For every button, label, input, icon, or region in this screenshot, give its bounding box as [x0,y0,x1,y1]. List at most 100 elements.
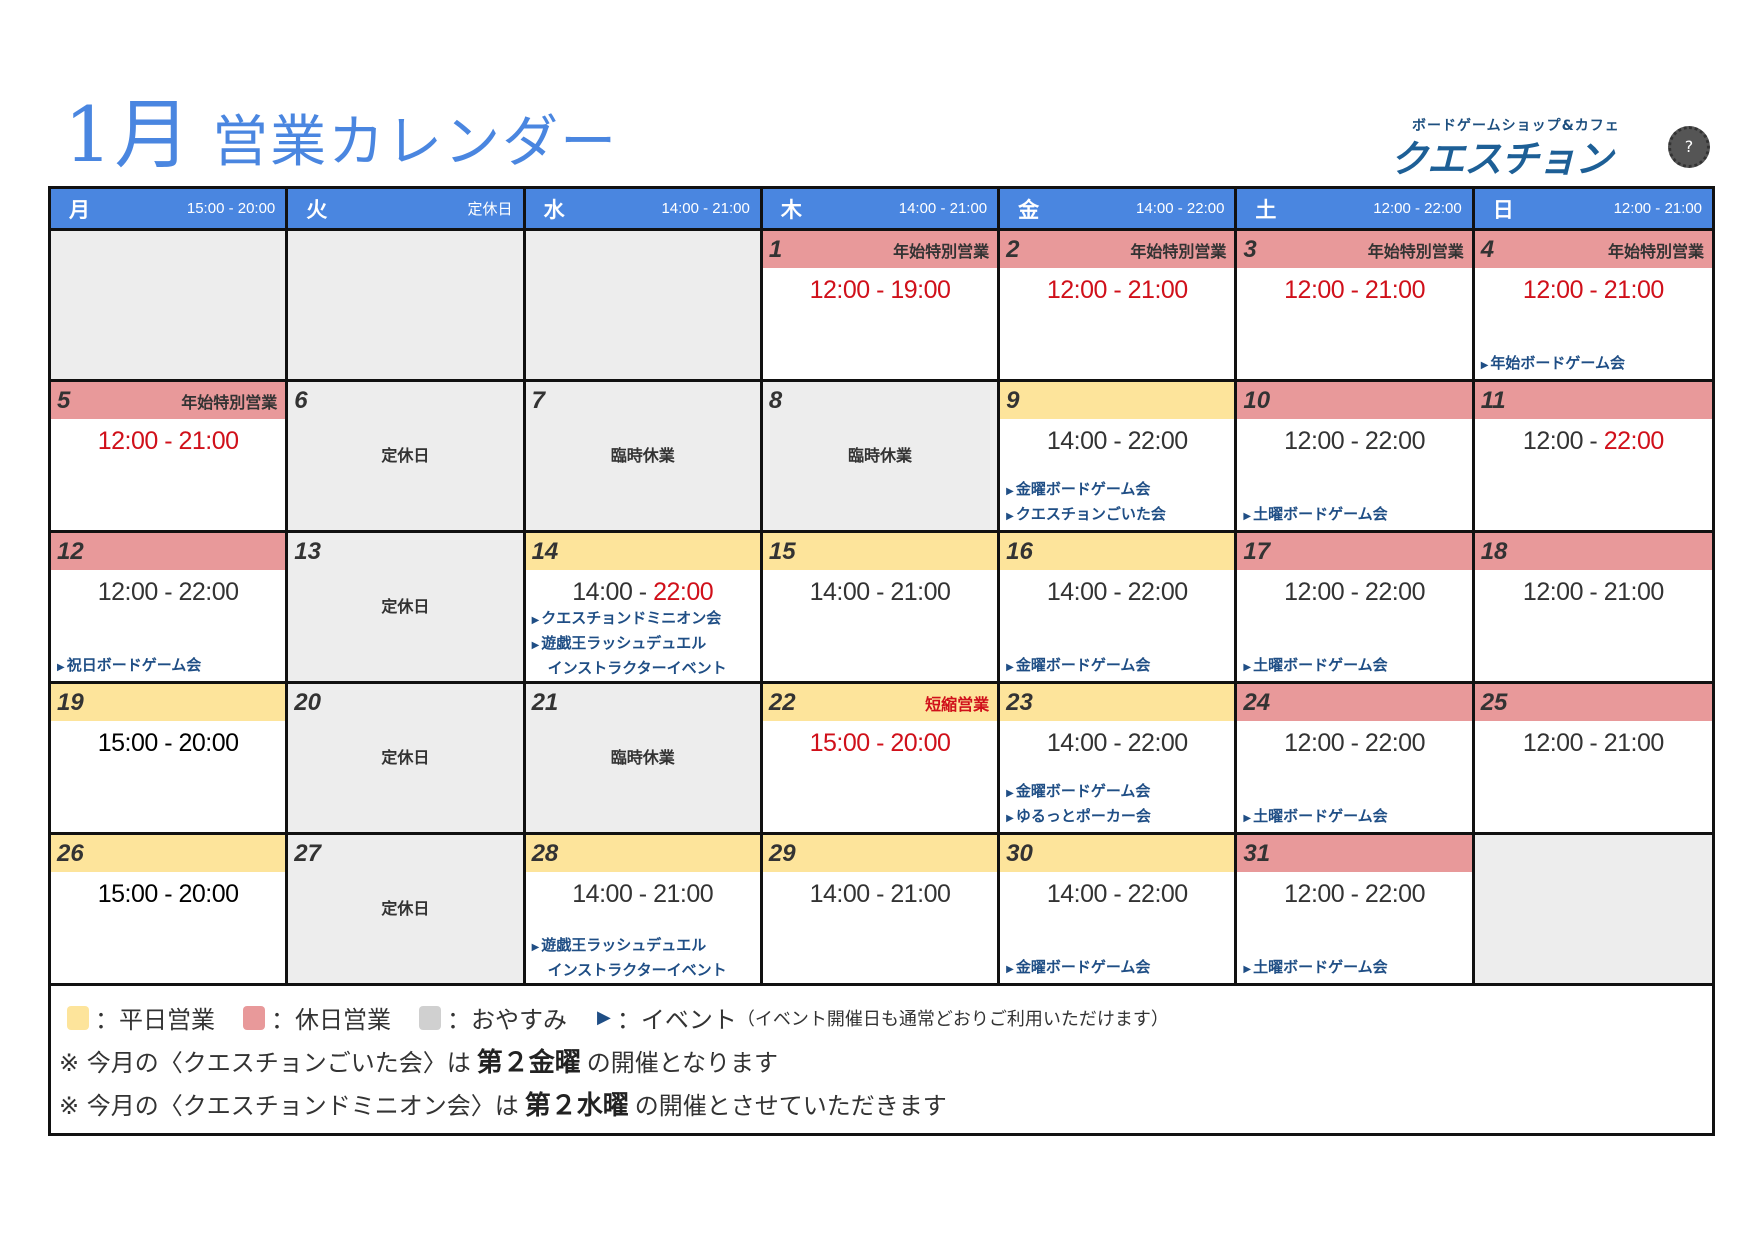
time-separator: - [1582,578,1604,606]
business-hours: 12:00 - 19:00 [763,275,997,305]
event-item[interactable]: インストラクターイベント [532,657,756,679]
day-cell: 10 12:00 - 22:00 ▶ 土曜ボードゲーム会 [1237,382,1475,530]
close-time: 21:00 [890,880,951,908]
day-number: 21 [531,688,559,716]
legend-holiday: ：休日営業 [271,1006,391,1034]
weekday-hours: 14:00 - 22:00 [1136,200,1225,217]
empty-day-cell [51,231,289,379]
open-time: 12:00 [1284,276,1345,304]
day-cell: 20 定休日 [288,684,526,832]
open-time: 15:00 [97,729,159,757]
event-name: 土曜ボードゲーム会 [1253,656,1388,674]
note-text: の開催となります [586,1049,779,1077]
empty-day-cell [525,231,763,379]
event-list: ▶ 土曜ボードゲーム会 [1243,760,1467,830]
time-separator: - [1582,729,1604,757]
event-item[interactable]: ▶ 土曜ボードゲーム会 [1243,654,1467,679]
weekday-hours: 14:00 - 21:00 [898,200,988,217]
event-item[interactable]: ▶ 土曜ボードゲーム会 [1243,503,1467,528]
time-separator: - [632,578,654,606]
day-header-band: 16 [1000,533,1235,570]
legend-row: ：平日営業 ：休日営業 ：おやすみ ▶ ：イベント （イベント開催日も通常どおりご… [59,996,1704,1039]
event-item[interactable]: ▶ 祝日ボードゲーム会 [57,654,281,679]
open-time: 14:00 [1046,729,1108,757]
event-item[interactable]: ▶ クエスチョンドミニオン会 [532,607,756,632]
time-separator: - [1106,729,1128,757]
note-dominion: ※ 今月の〈クエスチョンドミニオン会〉は 第２水曜 の開催とさせていただきます [59,1082,1704,1125]
day-status-label: 年始特別営業 [1607,241,1704,261]
day-cell: 28 14:00 - 21:00 ▶ 遊戯王ラッシュデュエル インストラクターイベント [525,835,763,983]
event-triangle-icon: ▶ [1006,788,1014,799]
day-header-band: 20 [288,684,522,721]
close-time: 20:00 [178,729,240,757]
title-text: 営業カレンダー [192,110,619,175]
event-triangle-icon: ▶ [531,942,540,953]
open-time: 12:00 [1284,427,1345,455]
day-cell: 19 15:00 - 20:00 [51,684,289,832]
day-cell: 26 15:00 - 20:00 [51,835,289,983]
day-status-label: 年始特別営業 [893,241,990,261]
day-number: 19 [57,688,84,716]
weekday-header: 金 14:00 - 22:00 [1000,189,1238,228]
event-item[interactable]: インストラクターイベント [532,959,756,981]
day-number: 5 [57,386,71,414]
open-time: 12:00 [1522,276,1584,304]
event-triangle-icon: ▶ [1006,662,1014,673]
day-cell: 30 14:00 - 22:00 ▶ 金曜ボードゲーム会 [1000,835,1238,983]
day-cell: 29 14:00 - 21:00 [762,835,1001,983]
event-item[interactable]: ▶ 年始ボードゲーム会 [1481,352,1708,377]
time-separator: - [632,880,654,908]
day-header-band: 10 [1237,382,1472,419]
business-hours: 15:00 - 20:00 [51,879,285,909]
time-separator: - [157,427,179,455]
event-item[interactable]: ▶ 金曜ボードゲーム会 [1006,780,1230,805]
event-item[interactable]: ▶ クエスチョンごいた会 [1006,503,1230,528]
close-time: 22:00 [1127,880,1189,908]
open-time: 14:00 [809,578,871,606]
event-list: ▶ 金曜ボードゲーム会 ▶ クエスチョンごいた会 [1006,458,1230,528]
open-time: 14:00 [572,880,633,908]
logo-name: クエスチョン [1390,137,1613,181]
day-number: 18 [1480,537,1508,565]
event-item[interactable]: ▶ ゆるっとポーカー会 [1006,805,1230,830]
day-header-band: 28 [525,835,760,872]
day-cell: 27 定休日 [288,835,526,983]
event-item[interactable]: ▶ 土曜ボードゲーム会 [1243,956,1467,981]
note-text: ※ 今月の〈クエスチョンドミニオン会〉は [59,1092,519,1120]
open-time: 12:00 [1522,729,1584,757]
holiday-swatch [243,1005,265,1030]
day-cell: 21 臨時休業 [525,684,763,832]
event-item[interactable]: ▶ 土曜ボードゲーム会 [1243,805,1467,830]
day-cell: 8 臨時休業 [762,382,1001,530]
time-separator: - [1344,729,1365,757]
event-item[interactable]: ▶ 金曜ボードゲーム会 [1006,956,1230,981]
event-item[interactable]: ▶ 金曜ボードゲーム会 [1006,654,1230,679]
event-item[interactable]: ▶ 遊戯王ラッシュデュエル [532,934,756,959]
day-header-band: 8 [763,382,997,419]
day-number: 9 [1006,386,1020,414]
business-hours: 14:00 - 22:00 [1000,728,1234,758]
calendar-grid: 月 15:00 - 20:00 火定休日水 14:00 - 21:00 木 14:00 -… [48,186,1715,1136]
event-triangle-icon: ▶ [1243,813,1252,824]
close-time: 20:00 [890,729,951,757]
close-time: 20:00 [178,880,240,908]
event-item[interactable]: ▶ 金曜ボードゲーム会 [1006,478,1230,503]
day-number: 28 [531,839,559,867]
event-list: ▶ 土曜ボードゲーム会 [1243,911,1467,981]
day-number: 8 [768,386,783,414]
day-header-band: 4 年始特別営業 [1474,231,1712,268]
day-number: 31 [1243,839,1271,867]
day-header-band: 23 [1000,684,1235,721]
weekday-header: 木 14:00 - 21:00 [763,189,1001,228]
open-time: 15:00 [97,880,159,908]
event-item[interactable]: ▶ 遊戯王ラッシュデュエル [532,632,756,657]
open-time: 14:00 [1046,880,1108,908]
time-separator: - [1106,427,1128,455]
day-cell: 7 臨時休業 [525,382,763,530]
event-list: ▶ 金曜ボードゲーム会 ▶ ゆるっとポーカー会 [1006,760,1230,830]
event-name: インストラクターイベント [547,659,727,677]
time-separator: - [869,880,891,908]
event-list: ▶ 年始ボードゲーム会 [1481,307,1708,377]
day-cell: 5 年始特別営業 12:00 - 21:00 [51,382,289,530]
business-hours: 14:00 - 22:00 [1000,426,1234,456]
